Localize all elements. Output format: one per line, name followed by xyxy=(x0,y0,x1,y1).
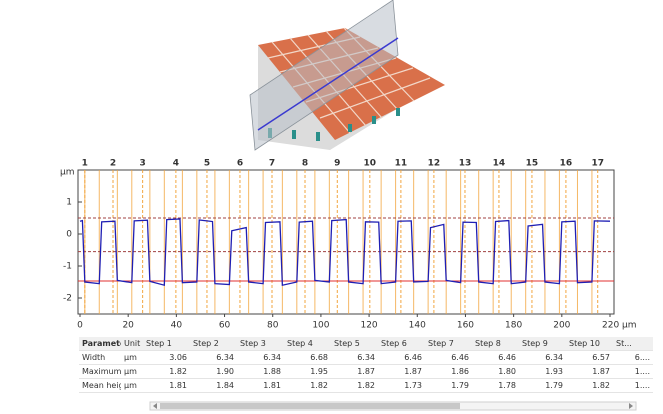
value-cell: 1.... xyxy=(613,379,653,393)
page: μm 1234567891011121314151617-2-101020406… xyxy=(0,0,663,414)
value-cell: 6.34 xyxy=(519,351,566,365)
value-cell: 6.34 xyxy=(237,351,284,365)
value-cell: 1.87 xyxy=(331,365,378,379)
step-label: 6 xyxy=(237,159,243,169)
value-cell: 6.46 xyxy=(425,351,472,365)
x-tick-label: 100 xyxy=(312,321,329,331)
value-cell: 1.86 xyxy=(425,365,472,379)
x-tick-label: 120 xyxy=(360,321,377,331)
value-cell: 6.34 xyxy=(331,351,378,365)
value-cell: 1.79 xyxy=(425,379,472,393)
column-header: Step 4 xyxy=(284,337,331,351)
value-cell: 1.95 xyxy=(284,365,331,379)
value-cell: 1.80 xyxy=(472,365,519,379)
column-header: Step 3 xyxy=(237,337,284,351)
step-label: 5 xyxy=(204,159,210,169)
step-label: 1 xyxy=(82,159,88,169)
value-cell: 6.68 xyxy=(284,351,331,365)
value-cell: 1.82 xyxy=(566,379,613,393)
value-cell: 6.46 xyxy=(378,351,425,365)
step-label: 7 xyxy=(269,159,275,169)
column-header: Parameters xyxy=(79,337,121,351)
column-header: Step 5 xyxy=(331,337,378,351)
step-label: 9 xyxy=(334,159,340,169)
parameter-name: Mean height xyxy=(79,379,121,393)
step-label: 2 xyxy=(110,159,116,169)
value-cell: 1.79 xyxy=(519,379,566,393)
value-cell: 6.... xyxy=(613,351,653,365)
value-cell: 1.93 xyxy=(519,365,566,379)
column-header: Step 10 xyxy=(566,337,613,351)
value-cell: 1.82 xyxy=(331,379,378,393)
value-cell: 1.73 xyxy=(378,379,425,393)
value-cell: 3.06 xyxy=(143,351,190,365)
value-cell: 1.81 xyxy=(237,379,284,393)
step-label: 15 xyxy=(526,159,539,169)
step-label: 4 xyxy=(173,159,179,169)
column-header: Step 1 xyxy=(143,337,190,351)
x-tick-label: 0 xyxy=(77,321,83,331)
unit-cell: μm xyxy=(121,365,143,379)
value-cell: 1.87 xyxy=(566,365,613,379)
column-header: Step 7 xyxy=(425,337,472,351)
x-tick-label: 140 xyxy=(409,321,426,331)
value-cell: 1.78 xyxy=(472,379,519,393)
value-cell: 1.81 xyxy=(143,379,190,393)
y-tick-label: -1 xyxy=(63,262,72,272)
value-cell: 1.84 xyxy=(190,379,237,393)
column-header: Step 6 xyxy=(378,337,425,351)
value-cell: 1.82 xyxy=(284,379,331,393)
x-tick-label: 160 xyxy=(457,321,474,331)
value-cell: 1.87 xyxy=(378,365,425,379)
column-header: Step 8 xyxy=(472,337,519,351)
step-label: 10 xyxy=(364,159,377,169)
step-label: 12 xyxy=(428,159,441,169)
plot-frame xyxy=(78,170,614,314)
x-tick-label: 20 xyxy=(122,321,134,331)
parameter-name: Width xyxy=(79,351,121,365)
step-label: 17 xyxy=(591,159,604,169)
column-header: Step 9 xyxy=(519,337,566,351)
value-cell: 1.90 xyxy=(190,365,237,379)
x-tick-label: 200 xyxy=(553,321,570,331)
x-tick-label: 220 μm xyxy=(602,321,637,331)
y-unit-label: μm xyxy=(60,168,75,178)
step-label: 14 xyxy=(493,159,506,169)
table-row: Mean heightμm1.811.841.811.821.821.731.7… xyxy=(79,379,653,393)
y-tick-label: -2 xyxy=(63,294,72,304)
unit-cell: μm xyxy=(121,351,143,365)
parameter-name: Maximum height xyxy=(79,365,121,379)
value-cell: 1.88 xyxy=(237,365,284,379)
x-tick-label: 180 xyxy=(505,321,522,331)
column-header: St... xyxy=(613,337,653,351)
x-tick-label: 80 xyxy=(267,321,279,331)
column-header: Unit xyxy=(121,337,143,351)
y-tick-label: 0 xyxy=(66,230,72,240)
x-tick-label: 40 xyxy=(171,321,183,331)
value-cell: 1.... xyxy=(613,365,653,379)
step-label: 8 xyxy=(302,159,308,169)
value-cell: 6.57 xyxy=(566,351,613,365)
step-label: 13 xyxy=(459,159,472,169)
step-label: 11 xyxy=(395,159,408,169)
y-tick-label: 1 xyxy=(66,198,72,208)
unit-cell: μm xyxy=(121,379,143,393)
step-label: 16 xyxy=(560,159,573,169)
value-cell: 6.46 xyxy=(472,351,519,365)
table-row: Maximum heightμm1.821.901.881.951.871.87… xyxy=(79,365,653,379)
column-header: Step 2 xyxy=(190,337,237,351)
value-cell: 1.82 xyxy=(143,365,190,379)
x-tick-label: 60 xyxy=(219,321,231,331)
step-label: 3 xyxy=(140,159,146,169)
value-cell: 6.34 xyxy=(190,351,237,365)
surface-3d-view xyxy=(250,0,445,150)
